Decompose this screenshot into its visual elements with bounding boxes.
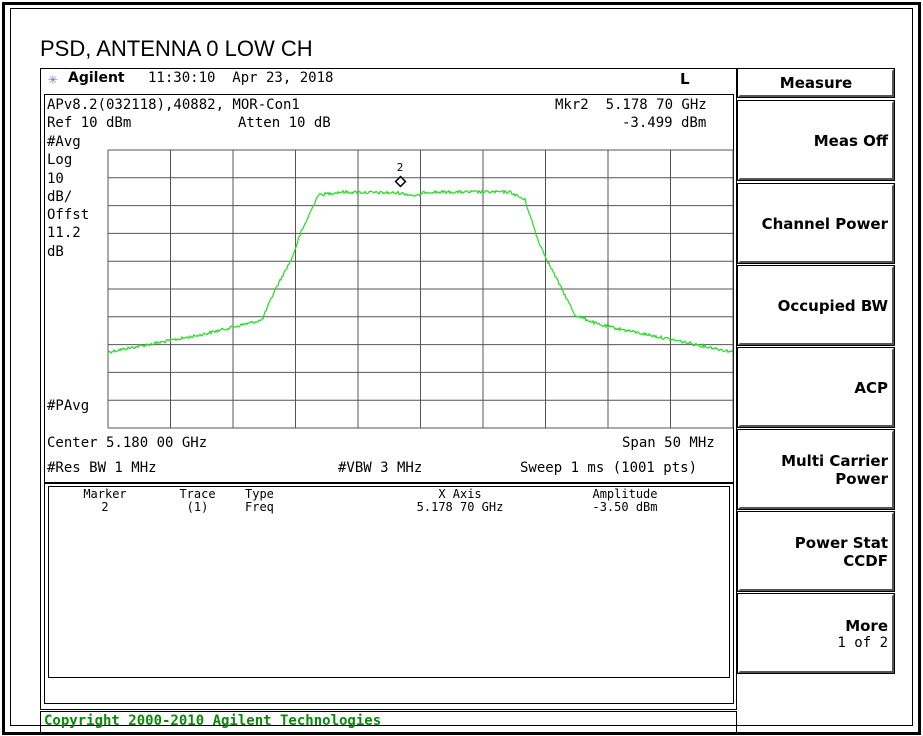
- left-label: #Avg: [47, 134, 81, 150]
- softkey-title: Measure: [738, 69, 894, 97]
- table-inner: [48, 486, 730, 678]
- left-label: Log: [47, 152, 73, 169]
- pavg: #PAvg: [47, 398, 90, 414]
- softkey-label: 1 of 2: [837, 634, 888, 651]
- span: Span 50 MHz: [622, 435, 715, 451]
- softkey[interactable]: Channel Power: [738, 184, 894, 263]
- softkey-label: Channel Power: [761, 214, 888, 233]
- inner-frame: [10, 8, 913, 726]
- table-box: [44, 482, 734, 704]
- softkey[interactable]: Meas Off: [738, 101, 894, 180]
- time: 11:30:10 Apr 23, 2018: [148, 70, 334, 86]
- left-label: dB/: [47, 188, 73, 205]
- softkey-label: Power: [835, 469, 888, 488]
- softkey-label: CCDF: [843, 551, 888, 570]
- table-cell: 2: [101, 500, 109, 514]
- left-label: 10: [47, 170, 64, 187]
- left-label: 11.2: [47, 225, 81, 242]
- center-freq: Center 5.180 00 GHz: [47, 435, 208, 451]
- softkey-label: Power Stat: [794, 533, 888, 552]
- table-header: Marker: [83, 487, 127, 501]
- brand: Agilent: [68, 70, 125, 86]
- softkey-label: More: [845, 616, 888, 635]
- softkey-label: Meas Off: [813, 131, 888, 150]
- left-labels: #Avg Log 10 dB/Offst 11.2 dB: [47, 133, 89, 261]
- table-header: Amplitude: [592, 487, 658, 501]
- indicator: L: [680, 70, 690, 88]
- screen: [40, 68, 737, 710]
- table-cell: 5.178 70 GHz: [416, 500, 504, 514]
- copyright-bar: [40, 711, 737, 734]
- table-header-row: Marker Trace Type X Axis Amplitude: [60, 488, 685, 501]
- softkey[interactable]: Multi Carrier Power: [738, 430, 894, 509]
- vbw: #VBW 3 MHz: [338, 460, 423, 476]
- marker-readout: Mkr2 5.178 70 GHz: [555, 97, 707, 113]
- table-cell: Freq: [245, 500, 274, 514]
- table-row: 2 (1) Freq 5.178 70 GHz -3.50 dBm: [60, 501, 685, 514]
- copyright: Copyright 2000-2010 Agilent Technologies: [44, 713, 382, 729]
- setup: APv8.2(032118),40882, MOR-Con1: [47, 97, 300, 113]
- table-header: Trace: [179, 487, 216, 501]
- softkey[interactable]: Occupied BW: [738, 266, 894, 345]
- marker-table: Marker Trace Type X Axis Amplitude 2 (1) Freq 5.…: [60, 488, 685, 514]
- softkey[interactable]: ACP: [738, 348, 894, 427]
- table-cell: (1): [186, 500, 209, 514]
- left-label: Offst: [47, 207, 90, 224]
- left-label: dB: [47, 243, 64, 260]
- atten: Atten 10 dB: [238, 115, 331, 131]
- table-cell: -3.50 dBm: [592, 500, 658, 514]
- ref-level: Ref 10 dBm: [47, 115, 132, 131]
- rbw: #Res BW 1 MHz: [47, 460, 157, 476]
- marker-diamond: [394, 175, 407, 188]
- logo: ✳: [48, 69, 58, 88]
- softkey-label: Multi Carrier: [781, 451, 888, 470]
- softkey[interactable]: Power Stat CCDF: [738, 512, 894, 591]
- trace: [107, 189, 734, 354]
- marker-label: 2: [397, 161, 404, 174]
- softkey-label: ACP: [854, 378, 888, 397]
- sweep: Sweep 1 ms (1001 pts): [520, 460, 698, 476]
- page-title: PSD, ANTENNA 0 LOW CH: [40, 36, 313, 61]
- table-header: X Axis: [438, 487, 482, 501]
- table-header: Type: [245, 487, 274, 501]
- softkey-title-text: Measure: [779, 74, 853, 92]
- marker-amp: -3.499 dBm: [622, 115, 707, 131]
- softkey[interactable]: More 1 of 2: [738, 594, 894, 673]
- softkey-label: Occupied BW: [777, 296, 888, 315]
